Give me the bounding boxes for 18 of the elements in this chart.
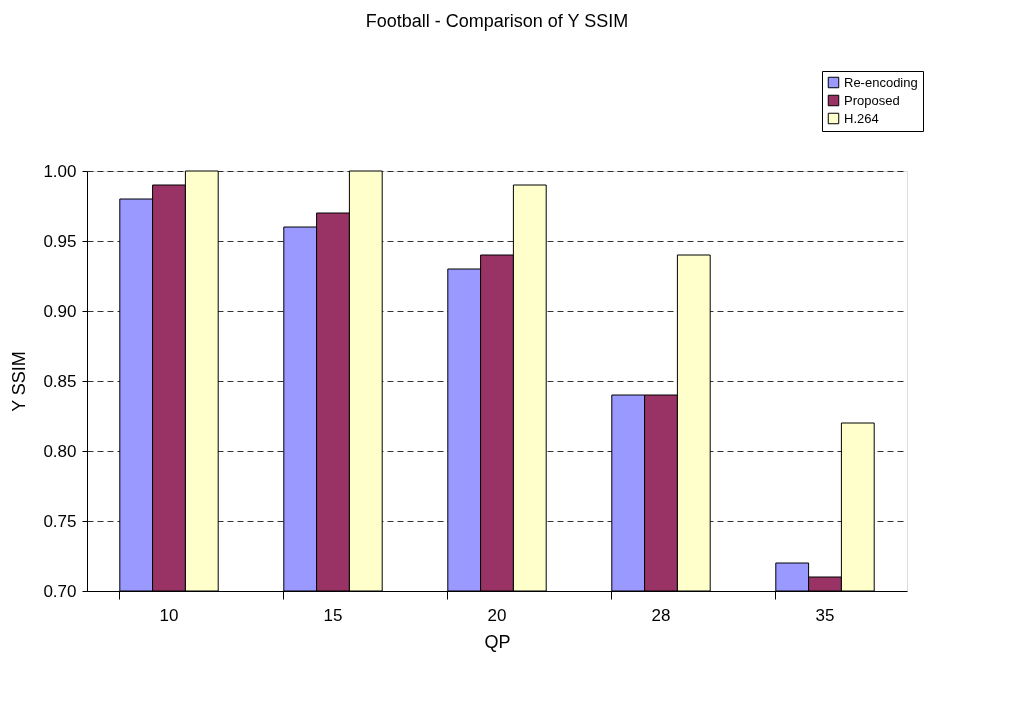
y-tick-label: 1.00 bbox=[43, 161, 77, 181]
y-tick-label: 0.75 bbox=[43, 511, 77, 531]
x-tick-label: 10 bbox=[159, 605, 179, 625]
legend-label: Re-encoding bbox=[844, 74, 918, 90]
x-tick-label: 28 bbox=[651, 605, 671, 625]
y-tick-label: 0.70 bbox=[43, 581, 77, 601]
y-tick-label: 0.80 bbox=[43, 441, 77, 461]
y-tick-label: 0.95 bbox=[43, 231, 77, 251]
y-tick-label: 0.85 bbox=[43, 371, 77, 391]
y-tick-label: 0.90 bbox=[43, 301, 77, 321]
x-axis-title: QP bbox=[484, 631, 511, 652]
legend-label: H.264 bbox=[844, 110, 879, 126]
chart-title: Football - Comparison of Y SSIM bbox=[365, 10, 629, 31]
x-tick-label: 15 bbox=[323, 605, 343, 625]
x-tick-label: 35 bbox=[815, 605, 835, 625]
y-axis-title: Y SSIM bbox=[9, 351, 30, 412]
legend-label: Proposed bbox=[844, 92, 900, 108]
x-tick-label: 20 bbox=[487, 605, 507, 625]
